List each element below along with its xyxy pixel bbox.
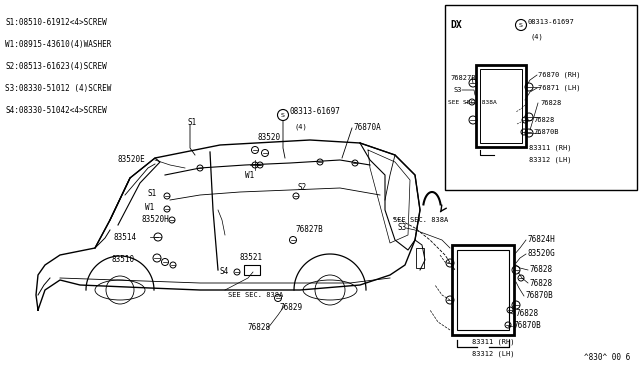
Text: 76828: 76828 <box>530 266 553 275</box>
Text: S3:08330-51012 (4)SCREW: S3:08330-51012 (4)SCREW <box>5 84 111 93</box>
Text: 76870B: 76870B <box>533 129 559 135</box>
Text: 76870B: 76870B <box>526 292 554 301</box>
Text: 83312 (LH): 83312 (LH) <box>472 351 515 357</box>
Text: 76828: 76828 <box>540 100 561 106</box>
Bar <box>244 265 260 275</box>
Text: 08313-61697: 08313-61697 <box>528 19 575 25</box>
Text: W1: W1 <box>245 171 254 180</box>
Text: S: S <box>519 23 523 28</box>
Text: 83311 (RH): 83311 (RH) <box>529 145 572 151</box>
Text: W1:08915-43610(4)WASHER: W1:08915-43610(4)WASHER <box>5 40 111 49</box>
Text: 76870 (RH): 76870 (RH) <box>538 72 580 78</box>
Text: 76829: 76829 <box>280 304 303 312</box>
Text: S1: S1 <box>147 189 156 199</box>
Text: 76827B: 76827B <box>450 75 476 81</box>
Text: 83520G: 83520G <box>528 250 556 259</box>
Text: 76828: 76828 <box>533 117 554 123</box>
Text: W1: W1 <box>145 203 154 212</box>
Bar <box>480 69 522 143</box>
Text: 83514: 83514 <box>114 232 137 241</box>
Text: 76828: 76828 <box>530 279 553 288</box>
Text: 83311 (RH): 83311 (RH) <box>472 339 515 345</box>
Text: 76827B: 76827B <box>295 225 323 234</box>
Text: S3: S3 <box>454 87 463 93</box>
Text: S: S <box>281 113 285 118</box>
Text: 83520E: 83520E <box>118 155 146 164</box>
Text: S1: S1 <box>188 118 197 127</box>
Text: 76824H: 76824H <box>528 235 556 244</box>
Text: 76870A: 76870A <box>353 124 381 132</box>
Text: DX: DX <box>450 20 461 30</box>
Bar <box>476 65 526 147</box>
Text: 76828: 76828 <box>515 310 538 318</box>
Text: S4: S4 <box>220 267 229 276</box>
Text: 08313-61697: 08313-61697 <box>290 108 341 116</box>
Text: SEE SEC. 838A: SEE SEC. 838A <box>448 99 497 105</box>
Text: ^830^ 00 6: ^830^ 00 6 <box>584 353 630 362</box>
Bar <box>457 250 509 330</box>
Text: 76870B: 76870B <box>514 321 541 330</box>
Text: (4): (4) <box>294 124 307 131</box>
Text: S4:08330-51042<4>SCREW: S4:08330-51042<4>SCREW <box>5 106 107 115</box>
Text: 76871 (LH): 76871 (LH) <box>538 85 580 91</box>
Text: SEE SEC. 838A: SEE SEC. 838A <box>228 292 284 298</box>
Text: SEE SEC. 838A: SEE SEC. 838A <box>393 217 448 223</box>
Text: S1:08510-61912<4>SCREW: S1:08510-61912<4>SCREW <box>5 18 107 27</box>
Text: 83520H: 83520H <box>141 215 169 224</box>
Text: 83510: 83510 <box>112 256 135 264</box>
Text: S2: S2 <box>298 183 307 192</box>
Text: (4): (4) <box>531 33 544 39</box>
Bar <box>452 245 514 335</box>
Text: S3: S3 <box>398 224 407 232</box>
Text: S2:08513-61623(4)SCREW: S2:08513-61623(4)SCREW <box>5 62 107 71</box>
Text: 83520: 83520 <box>258 134 281 142</box>
Text: 83312 (LH): 83312 (LH) <box>529 157 572 163</box>
Bar <box>445 5 637 190</box>
Bar <box>416 248 424 268</box>
Text: 83521: 83521 <box>240 253 263 263</box>
Text: 76828: 76828 <box>248 324 271 333</box>
